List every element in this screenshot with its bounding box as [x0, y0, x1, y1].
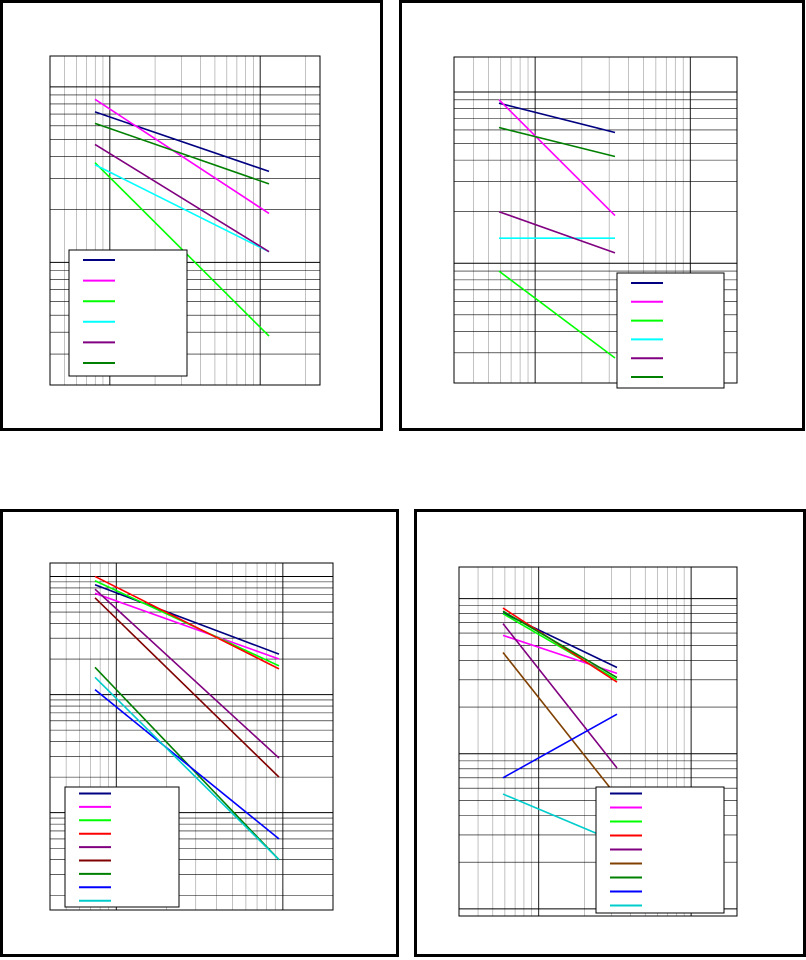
- series-line-5: [94, 143, 270, 253]
- series-line-6: [498, 126, 616, 158]
- series-line-2: [498, 99, 616, 217]
- chart-panel-3: [0, 509, 399, 957]
- series-line-1: [498, 102, 616, 134]
- legend-box: [68, 249, 188, 377]
- chart-1: [49, 55, 321, 386]
- series-line-3: [502, 613, 618, 681]
- series-line-8: [502, 713, 618, 779]
- series-line-3: [498, 270, 616, 359]
- plot-area: [453, 56, 738, 384]
- plot-area: [458, 566, 738, 917]
- series-line-6: [502, 651, 618, 798]
- chart-panel-4: [414, 509, 806, 957]
- series-line-8: [94, 689, 280, 840]
- series-line-5: [94, 588, 280, 759]
- series-line-4: [94, 575, 280, 670]
- series-line-6: [94, 122, 270, 185]
- series-line-9: [94, 676, 280, 861]
- series-line-6: [94, 597, 280, 778]
- series-line-1: [94, 584, 280, 655]
- chart-panel-1: [0, 0, 383, 431]
- plot-area: [49, 562, 334, 911]
- series-line-4: [94, 164, 270, 253]
- series-line-2: [94, 592, 280, 660]
- series-line-2: [94, 98, 270, 215]
- chart-2: [453, 56, 738, 389]
- chart-4: [458, 566, 738, 917]
- series-line-7: [502, 610, 618, 679]
- chart-3: [49, 562, 334, 911]
- plot-area: [49, 55, 321, 386]
- chart-panel-2: [399, 0, 805, 431]
- series-line-5: [498, 210, 616, 254]
- series-line-5: [502, 623, 618, 769]
- legend-box: [616, 272, 725, 389]
- series-line-3: [94, 162, 270, 337]
- series-line-1: [94, 111, 270, 173]
